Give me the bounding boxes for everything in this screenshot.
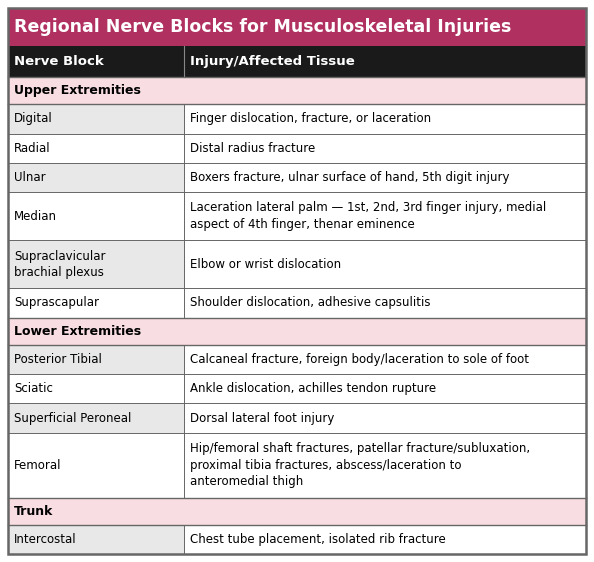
Bar	[8, 525, 184, 554]
Text: Elbow or wrist dislocation: Elbow or wrist dislocation	[190, 258, 342, 271]
Text: Nerve Block: Nerve Block	[14, 55, 104, 68]
Text: Injury/Affected Tissue: Injury/Affected Tissue	[190, 55, 355, 68]
Bar	[184, 240, 586, 288]
Bar	[8, 288, 184, 318]
Bar	[8, 404, 184, 433]
Bar	[184, 404, 586, 433]
Text: Shoulder dislocation, adhesive capsulitis: Shoulder dislocation, adhesive capsuliti…	[190, 297, 431, 310]
Text: Ulnar: Ulnar	[14, 171, 46, 184]
Bar	[184, 163, 586, 192]
Text: Suprascapular: Suprascapular	[14, 297, 99, 310]
Text: Supraclavicular
brachial plexus: Supraclavicular brachial plexus	[14, 250, 106, 279]
Bar	[8, 46, 586, 77]
Text: Trunk: Trunk	[14, 505, 53, 518]
Bar	[184, 433, 586, 497]
Text: Regional Nerve Blocks for Musculoskeletal Injuries: Regional Nerve Blocks for Musculoskeleta…	[14, 18, 511, 36]
Text: Chest tube placement, isolated rib fracture: Chest tube placement, isolated rib fract…	[190, 533, 446, 546]
Bar	[8, 134, 184, 163]
Text: Sciatic: Sciatic	[14, 382, 53, 395]
Bar	[8, 318, 586, 345]
Text: Calcaneal fracture, foreign body/laceration to sole of foot: Calcaneal fracture, foreign body/lacerat…	[190, 353, 529, 366]
Text: Lower Extremities: Lower Extremities	[14, 325, 141, 338]
Bar	[8, 240, 184, 288]
Text: Radial: Radial	[14, 142, 50, 155]
Text: Laceration lateral palm — 1st, 2nd, 3rd finger injury, medial
aspect of 4th fing: Laceration lateral palm — 1st, 2nd, 3rd …	[190, 201, 546, 231]
Bar	[184, 345, 586, 374]
Bar	[8, 345, 184, 374]
Text: Boxers fracture, ulnar surface of hand, 5th digit injury: Boxers fracture, ulnar surface of hand, …	[190, 171, 510, 184]
Bar	[184, 104, 586, 134]
Bar	[8, 433, 184, 497]
Bar	[8, 192, 184, 240]
Text: Intercostal: Intercostal	[14, 533, 77, 546]
Bar	[184, 288, 586, 318]
Text: Dorsal lateral foot injury: Dorsal lateral foot injury	[190, 411, 334, 424]
Bar	[8, 77, 586, 104]
Text: Distal radius fracture: Distal radius fracture	[190, 142, 315, 155]
Bar	[184, 134, 586, 163]
Bar	[184, 192, 586, 240]
Bar	[8, 497, 586, 525]
Bar	[8, 8, 586, 46]
Bar	[8, 374, 184, 404]
Bar	[8, 104, 184, 134]
Text: Median: Median	[14, 210, 57, 223]
Text: Digital: Digital	[14, 112, 53, 125]
Bar	[8, 163, 184, 192]
Text: Hip/femoral shaft fractures, patellar fracture/subluxation,
proximal tibia fract: Hip/femoral shaft fractures, patellar fr…	[190, 442, 530, 488]
Bar	[184, 374, 586, 404]
Text: Posterior Tibial: Posterior Tibial	[14, 353, 102, 366]
Bar	[184, 525, 586, 554]
Text: Superficial Peroneal: Superficial Peroneal	[14, 411, 131, 424]
Text: Ankle dislocation, achilles tendon rupture: Ankle dislocation, achilles tendon ruptu…	[190, 382, 437, 395]
Text: Finger dislocation, fracture, or laceration: Finger dislocation, fracture, or lacerat…	[190, 112, 431, 125]
Text: Femoral: Femoral	[14, 459, 62, 472]
Text: Upper Extremities: Upper Extremities	[14, 84, 141, 97]
